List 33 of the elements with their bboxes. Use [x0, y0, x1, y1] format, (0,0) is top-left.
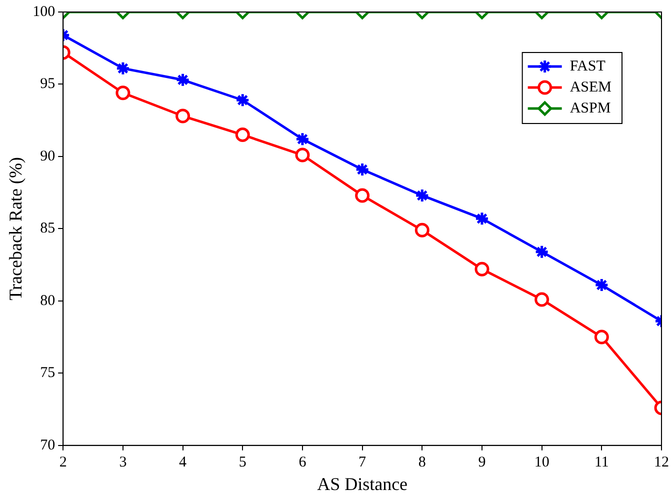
- y-tick-label: 70: [40, 437, 56, 454]
- point: [474, 262, 490, 276]
- y-tick-label: 85: [40, 220, 56, 237]
- x-tick-label: 6: [298, 454, 307, 470]
- x-tick-label: 4: [179, 454, 188, 470]
- point: [534, 244, 550, 260]
- y-tick-label: 90: [40, 148, 56, 164]
- point: [534, 292, 550, 307]
- x-tick-label: 12: [654, 454, 669, 470]
- x-tick-label: 3: [119, 454, 127, 470]
- legend-label: FAST: [570, 58, 606, 74]
- x-tick-label: 8: [418, 454, 426, 470]
- y-tick-label: 95: [40, 76, 56, 92]
- legend-label: ASPM: [570, 100, 611, 116]
- point: [414, 188, 430, 203]
- x-axis-title: AS Distance: [317, 474, 408, 494]
- point: [594, 330, 609, 344]
- point: [474, 211, 490, 226]
- legend-label: ASEM: [570, 79, 612, 96]
- x-tick-label: 5: [238, 454, 246, 470]
- point: [355, 162, 370, 177]
- x-tick-label: 7: [358, 454, 367, 470]
- y-tick-label: 100: [32, 4, 56, 20]
- y-axis-title: Traceback Rate (%): [6, 157, 26, 300]
- y-tick-label: 75: [40, 365, 56, 382]
- x-tick-label: 2: [59, 454, 67, 470]
- x-tick-label: 11: [594, 454, 609, 470]
- point: [414, 222, 430, 238]
- point: [355, 188, 370, 203]
- point: [594, 278, 609, 292]
- x-tick-label: 10: [534, 454, 550, 470]
- y-tick-label: 80: [40, 292, 56, 309]
- x-tick-label: 9: [478, 454, 486, 470]
